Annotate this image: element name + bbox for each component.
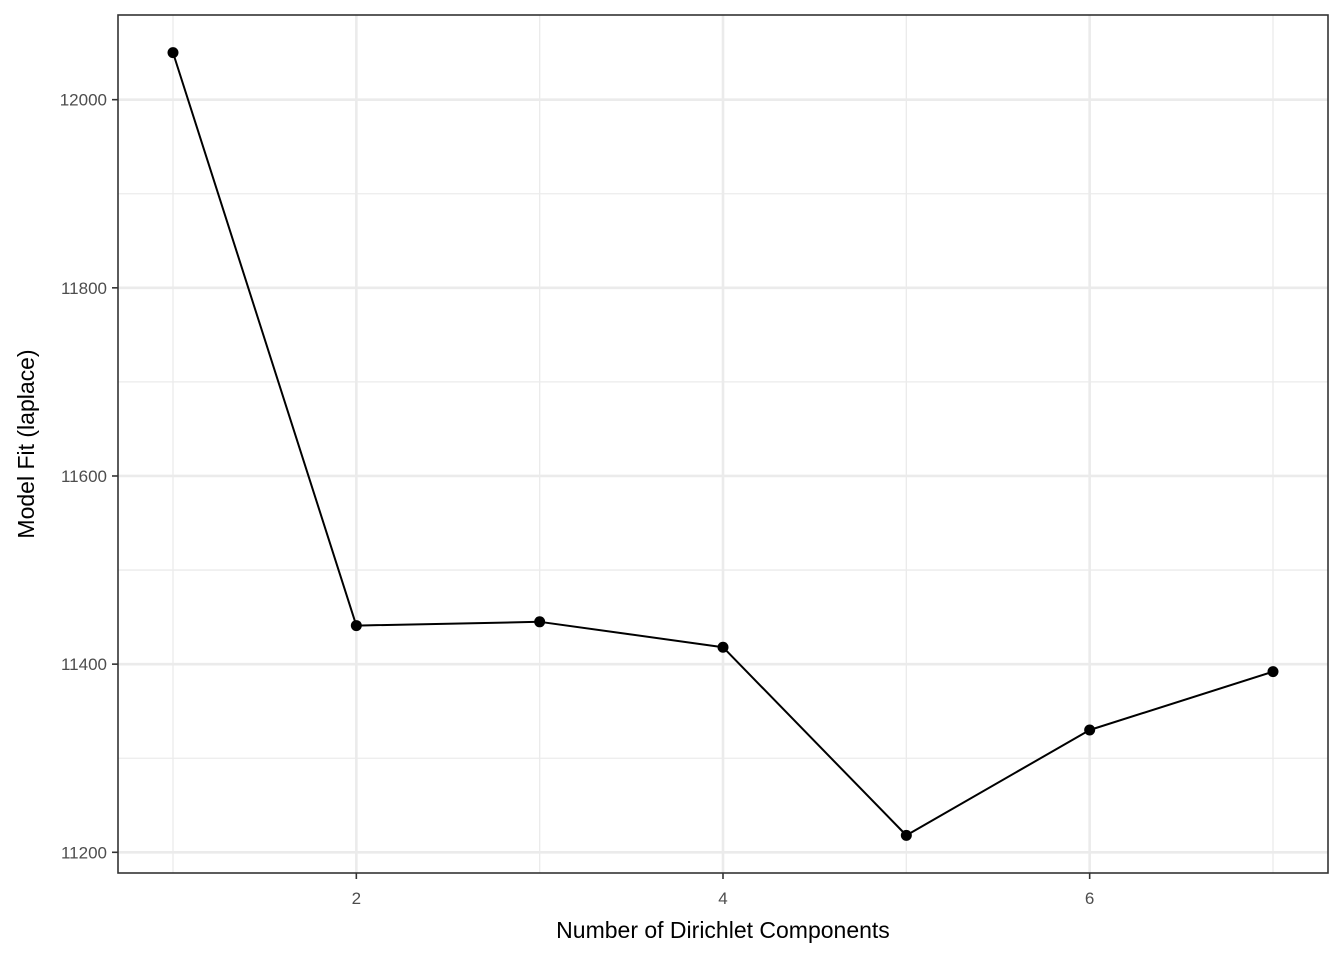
y-tick-label: 11400 (61, 655, 107, 674)
series-layer (167, 47, 1279, 841)
x-tick-label: 4 (718, 889, 727, 908)
data-point (1267, 666, 1279, 678)
y-tick-label: 11600 (61, 467, 107, 486)
y-axis: 11200 11400 11600 11800 12000 (60, 91, 118, 862)
x-tick-label: 2 (352, 889, 361, 908)
data-point (900, 829, 912, 841)
data-point (534, 616, 546, 628)
x-tick-label: 6 (1085, 889, 1094, 908)
y-tick-label: 11800 (61, 279, 107, 298)
y-tick-label: 12000 (60, 91, 107, 110)
x-axis: 2 4 6 (352, 873, 1094, 908)
data-point (717, 641, 729, 653)
y-axis-title: Model Fit (laplace) (13, 349, 39, 538)
data-point (350, 620, 362, 632)
y-tick-label: 11200 (61, 843, 107, 862)
x-axis-title: Number of Dirichlet Components (556, 917, 890, 943)
data-point (1084, 724, 1096, 736)
data-point (167, 47, 179, 59)
